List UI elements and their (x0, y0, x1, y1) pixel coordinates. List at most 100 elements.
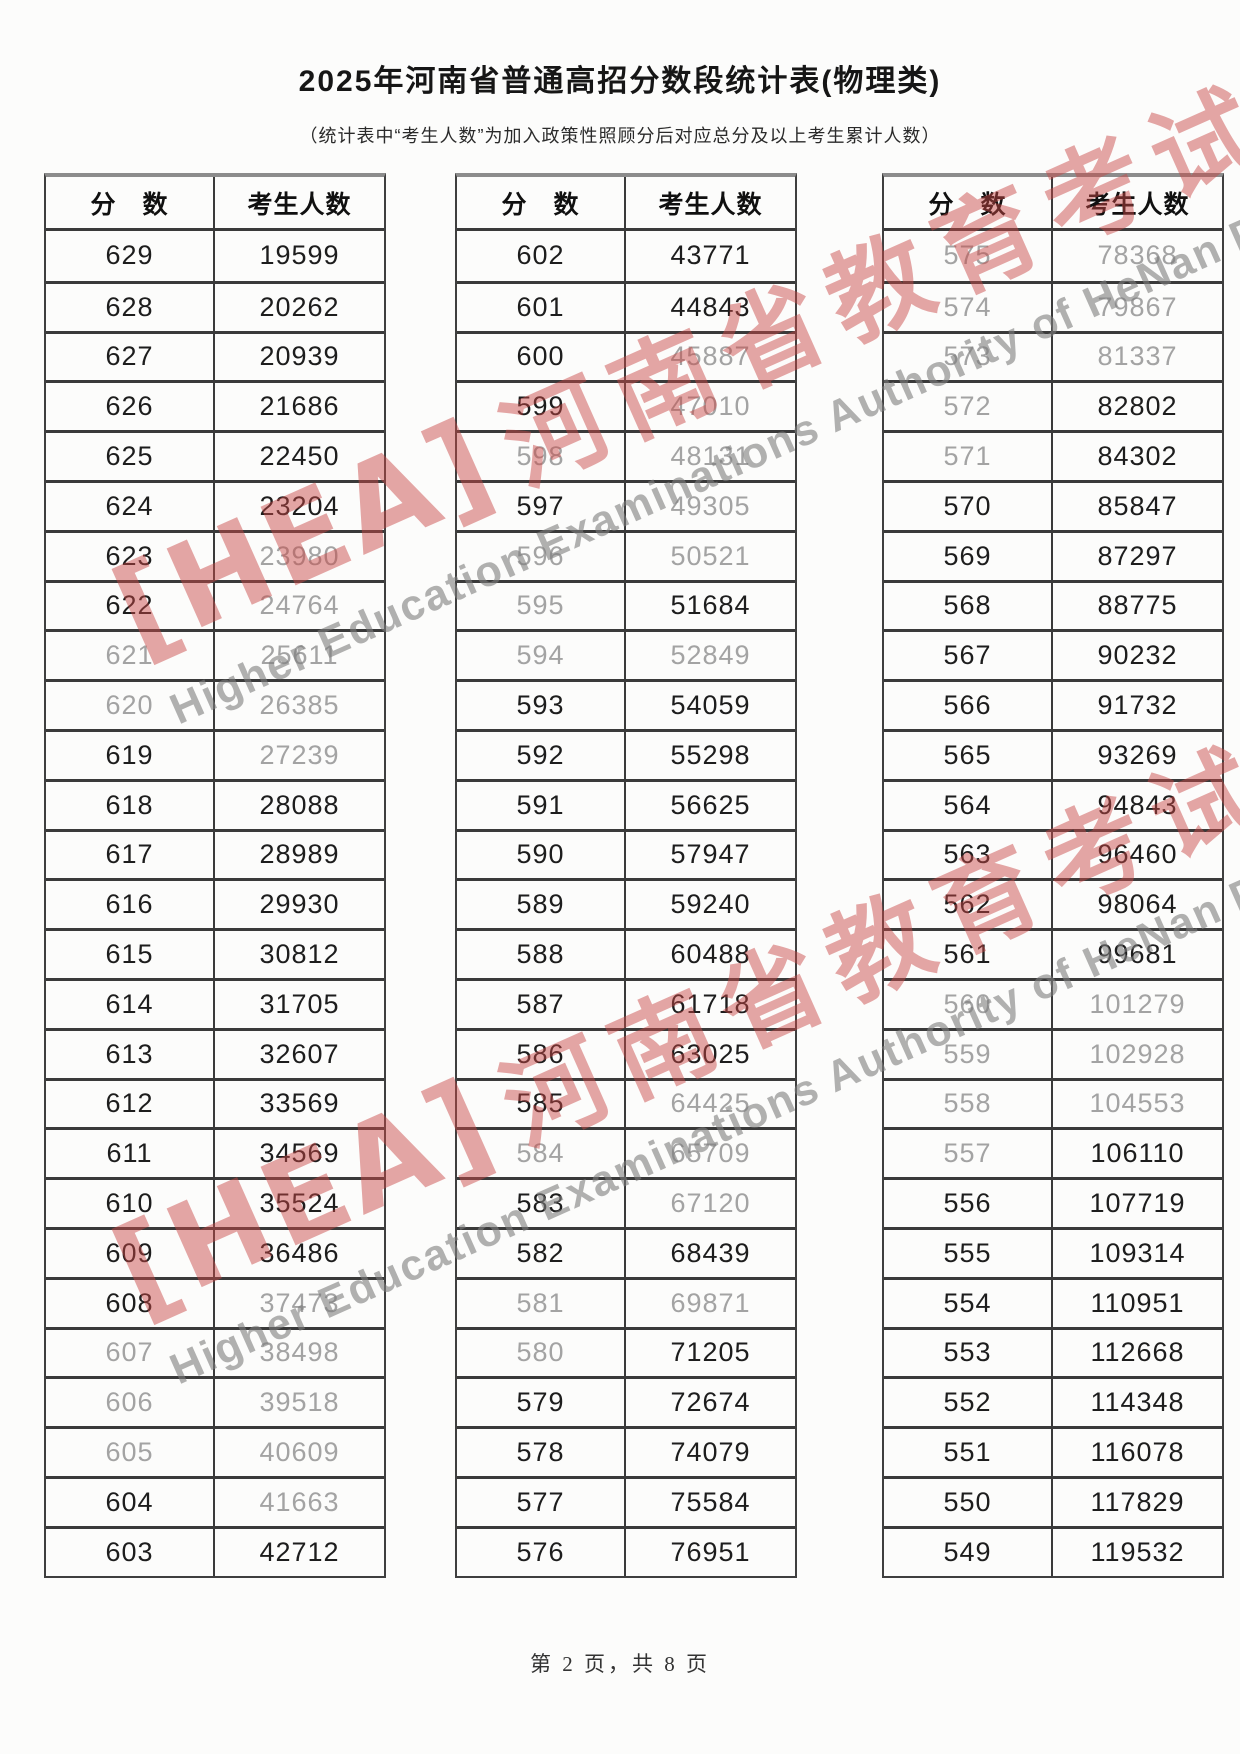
score-cell: 626 (46, 383, 215, 431)
score-cell: 603 (46, 1528, 215, 1576)
table-row: 593 54059 (457, 679, 795, 729)
table-row: 594 52849 (457, 629, 795, 680)
score-cell: 591 (457, 781, 626, 829)
score-header-cell: 分 数 (457, 177, 626, 228)
score-cell: 610 (46, 1180, 215, 1227)
score-cell: 609 (46, 1229, 215, 1277)
score-cell: 559 (884, 1030, 1053, 1078)
score-cell: 611 (46, 1130, 215, 1178)
score-cell: 579 (457, 1379, 626, 1427)
count-cell: 84302 (1097, 441, 1178, 472)
score-cell: 620 (46, 682, 215, 729)
table-row: 602 43771 (457, 231, 795, 281)
score-cell: 628 (46, 283, 215, 331)
count-cell: 59240 (670, 889, 751, 920)
table-body: 629 19599 628 20262 627 20939 626 21686 625 22450… (46, 231, 384, 1576)
table-body: 575 78368 574 79867 573 81337 572 82802 571 84302… (884, 231, 1222, 1576)
table-row: 623 23980 (46, 529, 384, 580)
count-cell: 39518 (259, 1387, 340, 1418)
score-cell: 587 (457, 980, 626, 1028)
count-cell: 29930 (259, 889, 340, 920)
score-cell: 600 (457, 333, 626, 381)
score-cell: 586 (457, 1030, 626, 1078)
table-row: 553 112668 (884, 1326, 1222, 1377)
score-cell: 596 (457, 532, 626, 580)
count-cell: 117829 (1090, 1486, 1185, 1517)
table-row: 552 114348 (884, 1376, 1222, 1427)
table-header-row: 分 数 考生人数 (457, 177, 795, 231)
count-cell: 106110 (1090, 1138, 1185, 1169)
count-cell: 34569 (259, 1138, 340, 1169)
count-cell: 65709 (670, 1138, 751, 1169)
score-cell: 612 (46, 1080, 215, 1128)
table-row: 585 64425 (457, 1077, 795, 1128)
count-cell: 45887 (670, 341, 751, 372)
score-cell: 577 (457, 1478, 626, 1526)
table-row: 615 30812 (46, 928, 384, 978)
score-cell: 598 (457, 433, 626, 480)
score-cell: 551 (884, 1429, 1053, 1476)
score-cell: 625 (46, 433, 215, 480)
count-cell: 23980 (259, 540, 340, 571)
score-cell: 554 (884, 1279, 1053, 1327)
count-cell: 72674 (670, 1387, 751, 1418)
count-cell: 112668 (1090, 1337, 1185, 1368)
score-cell: 572 (884, 383, 1053, 431)
count-cell: 41663 (259, 1486, 340, 1517)
count-cell: 107719 (1089, 1188, 1186, 1219)
score-cell: 595 (457, 582, 626, 630)
score-cell: 606 (46, 1379, 215, 1427)
table-row: 571 84302 (884, 430, 1222, 480)
table-row: 578 74079 (457, 1426, 795, 1476)
count-cell: 44843 (670, 291, 751, 322)
table-header-row: 分 数 考生人数 (46, 177, 384, 231)
count-cell: 31705 (259, 988, 340, 1019)
count-cell: 85847 (1097, 490, 1178, 521)
count-cell: 37473 (259, 1287, 340, 1318)
count-cell: 20262 (259, 291, 340, 322)
table-row: 600 45887 (457, 330, 795, 381)
count-cell: 109314 (1089, 1237, 1186, 1268)
score-cell: 582 (457, 1229, 626, 1277)
table-row: 616 29930 (46, 878, 384, 929)
count-cell: 61718 (670, 988, 751, 1019)
table-row: 561 99681 (884, 928, 1222, 978)
count-cell: 75584 (670, 1486, 751, 1517)
table-row: 622 24764 (46, 579, 384, 630)
table-row: 584 65709 (457, 1127, 795, 1178)
table-row: 592 55298 (457, 728, 795, 779)
score-cell: 615 (46, 931, 215, 978)
count-cell: 67120 (670, 1188, 751, 1219)
count-cell: 24764 (259, 590, 340, 621)
score-cell: 618 (46, 781, 215, 829)
table-row: 626 21686 (46, 380, 384, 431)
table-row: 609 36486 (46, 1226, 384, 1277)
count-header-cell: 考生人数 (1085, 190, 1190, 219)
count-cell: 19599 (259, 240, 340, 271)
score-cell: 568 (884, 582, 1053, 630)
count-cell: 88775 (1097, 590, 1178, 621)
table-row: 554 110951 (884, 1276, 1222, 1327)
table-body: 602 43771 601 44843 600 45887 599 47010 598 48131… (457, 231, 795, 1576)
score-cell: 624 (46, 482, 215, 530)
count-cell: 28088 (259, 789, 340, 820)
score-cell: 592 (457, 731, 626, 779)
count-cell: 64425 (670, 1088, 751, 1119)
score-cell: 556 (884, 1180, 1053, 1227)
count-cell: 48131 (670, 441, 751, 472)
table-row: 625 22450 (46, 430, 384, 480)
count-cell: 96460 (1097, 839, 1178, 870)
table-header-row: 分 数 考生人数 (884, 177, 1222, 231)
score-cell: 567 (884, 632, 1053, 680)
table-row: 598 48131 (457, 430, 795, 480)
count-cell: 87297 (1097, 540, 1178, 571)
score-cell: 575 (884, 231, 1053, 281)
score-cell: 627 (46, 333, 215, 381)
count-cell: 51684 (670, 590, 751, 621)
table-row: 576 76951 (457, 1525, 795, 1576)
count-cell: 49305 (670, 490, 751, 521)
score-cell: 565 (884, 731, 1053, 779)
score-table-1: 分 数 考生人数 629 19599 628 20262 627 20939 626 2168… (44, 173, 386, 1578)
count-cell: 35524 (259, 1188, 340, 1219)
score-cell: 578 (457, 1429, 626, 1476)
